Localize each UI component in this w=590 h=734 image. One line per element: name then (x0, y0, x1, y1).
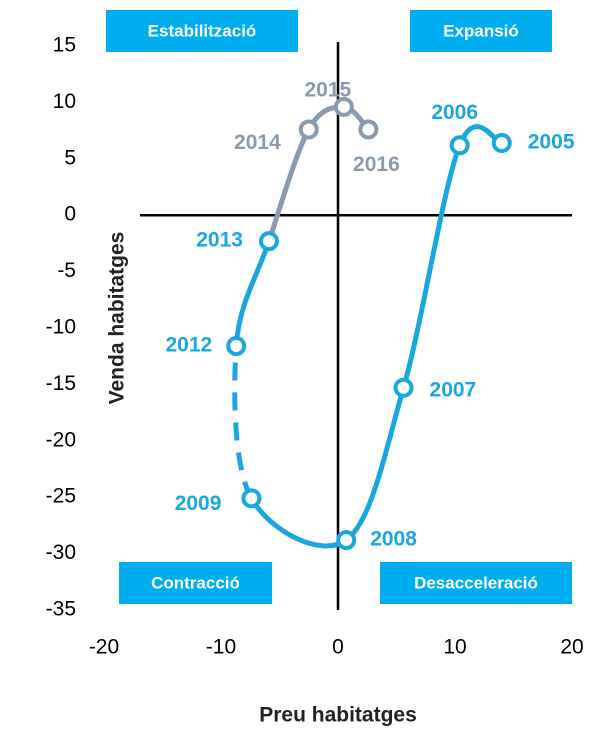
x-tick-label: 0 (332, 636, 344, 659)
data-point (491, 133, 512, 154)
data-point (333, 96, 354, 117)
data-point (241, 488, 262, 509)
y-tick-label: -5 (57, 259, 76, 282)
x-tick-label: 10 (443, 636, 466, 659)
point-label: 2013 (196, 229, 243, 252)
y-tick-label: 15 (53, 34, 76, 57)
y-tick-label: 0 (64, 203, 76, 226)
data-point (449, 135, 470, 156)
point-label: 2015 (304, 78, 351, 101)
data-point (393, 377, 414, 398)
y-tick-label: -30 (46, 541, 76, 564)
point-label: 2005 (528, 131, 575, 154)
data-point (336, 530, 357, 551)
line-segment (343, 385, 407, 543)
quadrant-box (410, 10, 552, 52)
y-tick-label: 5 (64, 146, 76, 169)
line-segment (233, 238, 272, 349)
quadrant-label: Contracció (151, 573, 240, 592)
quadrant-label: Estabilització (148, 21, 257, 40)
quadrant-label: Expansió (443, 21, 519, 40)
quadrant-box (380, 562, 572, 604)
y-tick-label: -35 (46, 598, 76, 621)
y-tick-label: -20 (46, 428, 76, 451)
line-segment (401, 142, 463, 391)
data-point (358, 119, 379, 140)
point-label: 2007 (430, 378, 477, 401)
data-point (298, 119, 319, 140)
point-label: 2008 (370, 528, 417, 551)
y-tick-label: -25 (46, 485, 76, 508)
y-tick-label: 10 (53, 90, 76, 113)
y-axis-title: Venda habitatges (106, 232, 129, 405)
y-tick-label: -15 (46, 372, 76, 395)
x-tick-label: 20 (560, 636, 583, 659)
x-tick-label: -20 (89, 636, 119, 659)
point-label: 2016 (353, 153, 400, 176)
quadrant-box (106, 10, 298, 52)
x-tick-label: -10 (206, 636, 236, 659)
point-label: 2009 (175, 492, 222, 515)
point-label: 2006 (431, 101, 478, 124)
point-label: 2014 (234, 131, 281, 154)
data-point (226, 336, 247, 357)
line-segment (232, 345, 254, 500)
line-segment (248, 495, 349, 549)
y-tick-label: -10 (46, 316, 76, 339)
quadrant-label: Desacceleració (414, 573, 538, 592)
point-label: 2012 (165, 334, 212, 357)
x-axis-title: Preu habitatges (259, 704, 417, 727)
data-point (258, 231, 279, 252)
quadrant-box (119, 562, 272, 604)
